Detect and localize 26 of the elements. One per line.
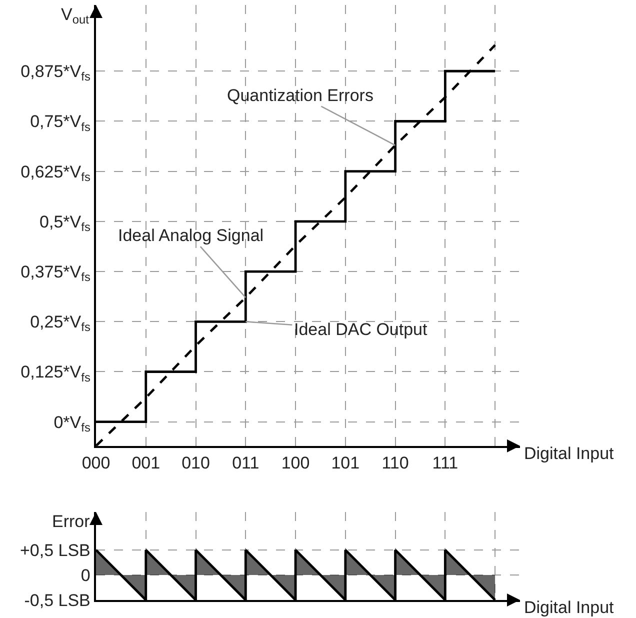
x-axis-title: Digital Input [524,598,614,617]
annotation: Ideal DAC Output [294,320,428,339]
y-tick-label: 0,375*V$_{fs}$ [20,262,90,284]
y-tick-label: 0,875*V$_{fs}$ [20,62,90,84]
x-tick-label: 011 [232,453,260,472]
y-axis-title: Error [52,512,90,531]
y-tick-label: 0,625*V$_{fs}$ [20,162,90,184]
annotation: Ideal Analog Signal [118,226,264,245]
y-tick-label: 0,25*V$_{fs}$ [30,312,90,334]
x-tick-label: 001 [132,453,160,472]
y-tick-label: 0 [80,566,90,585]
x-tick-label: 101 [331,453,360,472]
x-tick-label: 010 [182,453,210,472]
y-tick-label: 0,5*V$_{fs}$ [40,212,90,234]
y-axis-title: V$_{out}$ [61,5,90,27]
x-tick-label: 111 [432,453,458,472]
annotation: Quantization Errors [227,86,374,105]
y-tick-label: 0,75*V$_{fs}$ [30,112,90,134]
x-tick-label: 000 [82,453,110,472]
x-tick-label: 110 [382,453,409,472]
y-tick-label: -0,5 LSB [24,590,90,610]
x-axis-title: Digital Input [524,444,614,463]
y-tick-label: 0,125*V$_{fs}$ [20,362,90,384]
y-tick-label: +0,5 LSB [20,540,90,560]
y-tick-label: 0*V$_{fs}$ [54,412,90,434]
x-tick-label: 100 [281,453,310,472]
